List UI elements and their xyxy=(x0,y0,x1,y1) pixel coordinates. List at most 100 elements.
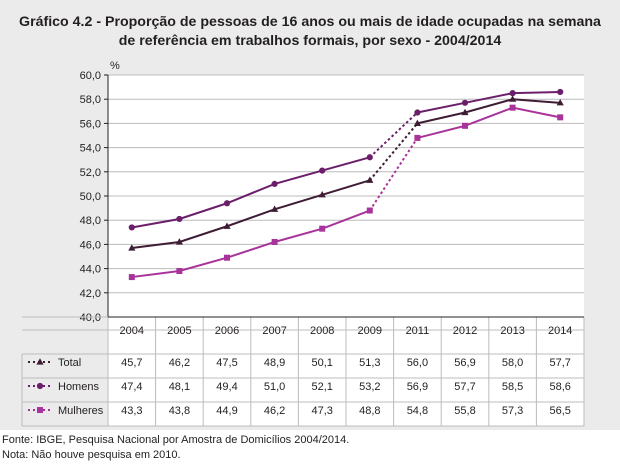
total-legend-label: Total xyxy=(58,357,81,369)
homens-data-point xyxy=(176,215,183,223)
homens-data-label: 56,9 xyxy=(407,381,428,393)
x-tick-label: 2014 xyxy=(548,325,572,337)
total-data-point xyxy=(556,99,564,106)
homens-data-label: 53,2 xyxy=(359,381,380,393)
mulheres-legend-marker xyxy=(37,407,43,413)
homens-data-point xyxy=(223,200,231,207)
y-tick-label: 56,0 xyxy=(80,118,101,130)
y-tick-label: 46,0 xyxy=(80,239,101,251)
y-tick-label: 40,0 xyxy=(80,312,101,324)
line-chart: 40,0 42,0 44,0 46,0 48,0 50,0 52,0 54,0 56,0 58,0… xyxy=(21,60,585,427)
homens-data-point xyxy=(271,180,278,187)
y-tick-label: 52,0 xyxy=(80,167,101,179)
total-data-point xyxy=(318,190,326,198)
homens-data-label: 58,5 xyxy=(502,381,523,393)
mulheres-legend-label: Mulheres xyxy=(58,405,104,417)
homens-data-point xyxy=(414,109,421,116)
mulheres-data-point xyxy=(366,207,373,214)
total-legend-marker xyxy=(36,358,44,365)
homens-data-label: 48,1 xyxy=(169,381,190,393)
mulheres-data-label: 43,3 xyxy=(121,405,142,417)
x-tick-label: 2005 xyxy=(167,325,191,337)
y-tick-label: 58,0 xyxy=(80,94,101,106)
chart-title-line-2: de referência em trabalhos formais, por … xyxy=(118,33,502,49)
x-tick-label: 2011 xyxy=(406,325,430,337)
mulheres-data-point xyxy=(176,268,183,275)
y-tick-label: 48,0 xyxy=(80,215,101,227)
total-data-label: 57,7 xyxy=(549,357,570,369)
homens-data-point xyxy=(128,224,135,231)
x-tick-label: 2013 xyxy=(500,325,524,337)
mulheres-data-point xyxy=(462,122,468,129)
total-data-label: 48,9 xyxy=(264,357,285,369)
homens-legend-marker xyxy=(36,382,44,390)
homens-data-point xyxy=(319,167,326,174)
mulheres-series-line xyxy=(131,209,371,279)
total-data-label: 58,0 xyxy=(502,357,523,369)
total-data-label: 51,3 xyxy=(359,357,380,369)
x-tick-label: 2007 xyxy=(262,325,286,337)
x-tick-label: 2008 xyxy=(310,325,334,337)
mulheres-data-label: 55,8 xyxy=(454,405,475,417)
homens-legend-label: Homens xyxy=(58,381,99,393)
total-series-line xyxy=(131,179,371,250)
y-tick-label: 50,0 xyxy=(80,191,101,203)
mulheres-data-label: 48,8 xyxy=(359,405,380,417)
source-note: Fonte: IBGE, Pesquisa Nacional por Amost… xyxy=(2,434,350,446)
mulheres-data-label: 56,5 xyxy=(549,405,570,417)
total-data-label: 56,9 xyxy=(454,357,475,369)
total-data-point xyxy=(128,244,136,251)
mulheres-data-point xyxy=(128,274,135,281)
homens-data-label: 52,1 xyxy=(311,381,332,393)
mulheres-series-gap-line xyxy=(368,137,419,212)
mulheres-data-label: 54,8 xyxy=(407,405,428,417)
chart-title-line-1: Gráfico 4.2 - Proporção de pessoas de 16… xyxy=(19,14,601,30)
methodology-note: Nota: Não houve pesquisa em 2010. xyxy=(2,448,181,461)
mulheres-data-label: 44,9 xyxy=(216,405,237,417)
mulheres-data-point xyxy=(414,134,421,141)
total-series-gap-line xyxy=(369,122,419,181)
homens-series-line xyxy=(131,156,371,229)
x-tick-label: 2012 xyxy=(453,325,477,337)
y-tick-label: 60,0 xyxy=(80,70,101,82)
total-data-label: 47,5 xyxy=(216,357,237,369)
x-tick-label: 2009 xyxy=(358,325,382,337)
total-data-point xyxy=(461,108,469,116)
total-data-label: 46,2 xyxy=(169,357,190,369)
total-data-point xyxy=(509,95,517,102)
x-tick-label: 2006 xyxy=(215,325,239,337)
mulheres-data-label: 47,3 xyxy=(311,405,332,417)
chart-title: Gráfico 4.2 - Proporção de pessoas de 16… xyxy=(8,13,612,51)
homens-series-line xyxy=(417,90,561,114)
homens-data-label: 57,7 xyxy=(454,381,475,393)
homens-data-point xyxy=(461,99,469,106)
total-data-point xyxy=(366,176,374,183)
mulheres-data-point xyxy=(319,225,326,232)
total-series-line xyxy=(417,98,561,125)
mulheres-data-label: 43,8 xyxy=(169,405,190,417)
total-data-label: 50,1 xyxy=(311,357,332,369)
mulheres-data-label: 57,3 xyxy=(502,405,523,417)
mulheres-data-point xyxy=(557,114,564,121)
x-tick-label: 2004 xyxy=(120,325,144,337)
homens-data-point xyxy=(366,154,373,161)
y-tick-label: 44,0 xyxy=(80,264,101,276)
homens-data-point xyxy=(509,90,516,97)
y-tick-label: 54,0 xyxy=(80,143,101,155)
mulheres-data-point xyxy=(224,254,230,261)
homens-series-gap-line xyxy=(369,111,419,159)
homens-data-label: 49,4 xyxy=(216,381,237,393)
homens-data-label: 47,4 xyxy=(121,381,142,393)
mulheres-data-label: 46,2 xyxy=(264,405,285,417)
total-data-point xyxy=(175,238,183,245)
footnotes: Fonte: IBGE, Pesquisa Nacional por Amost… xyxy=(2,433,349,462)
mulheres-data-point xyxy=(271,238,278,245)
total-data-point xyxy=(413,119,421,126)
mulheres-series-line xyxy=(417,106,561,139)
mulheres-data-point xyxy=(509,104,516,111)
homens-data-label: 58,6 xyxy=(549,381,570,393)
homens-data-label: 51,0 xyxy=(264,381,285,393)
homens-data-point xyxy=(557,88,564,96)
total-data-point xyxy=(223,222,231,229)
total-data-point xyxy=(271,205,279,212)
